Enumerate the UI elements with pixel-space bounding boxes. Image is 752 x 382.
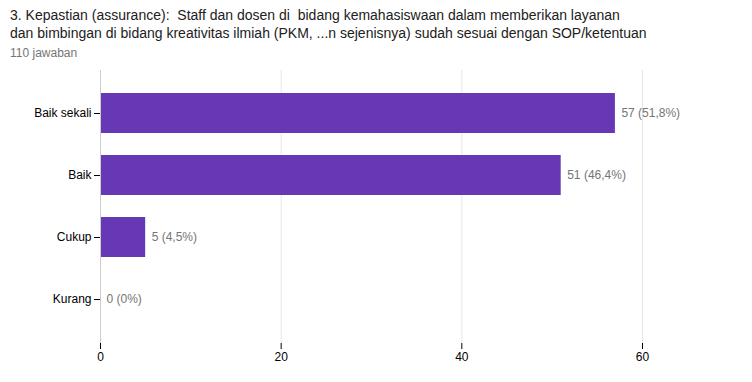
html-text:3. Kepastian (assurance): Staf: 3. Kepastian (assurance): Staff dan dose… (10, 7, 647, 42)
svg-text:40: 40 (455, 350, 469, 364)
svg-text:57 (51,8%): 57 (51,8%) (621, 107, 680, 121)
svg-text:5 (4,5%): 5 (4,5%) (152, 231, 197, 245)
svg-text:0 (0%): 0 (0%) (107, 293, 142, 307)
svg-text:Baik: Baik (68, 169, 92, 183)
svg-text:60: 60 (636, 350, 650, 364)
svg-text:20: 20 (274, 350, 288, 364)
html-text:110 jawaban: 110 jawaban (10, 46, 78, 61)
svg-text:0: 0 (97, 350, 104, 364)
svg-text:Cukup: Cukup (57, 231, 92, 245)
svg-text:51 (46,4%): 51 (46,4%) (567, 169, 626, 183)
svg-text:Kurang: Kurang (53, 293, 92, 307)
svg-text:Baik sekali: Baik sekali (34, 107, 91, 121)
